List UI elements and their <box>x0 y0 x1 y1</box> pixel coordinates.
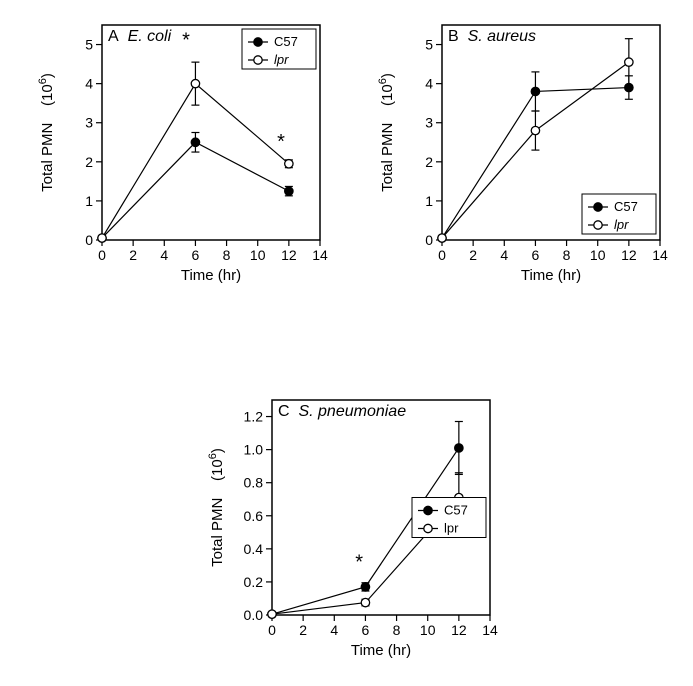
y-tick-label: 2 <box>425 154 433 170</box>
panel-title: B S. aureus <box>448 28 536 45</box>
panel-title: C S. pneumoniae <box>278 403 406 420</box>
data-point <box>98 234 106 242</box>
figure-page: { "figure": { "background_color": "#ffff… <box>0 0 693 686</box>
data-point <box>438 234 446 242</box>
legend-marker <box>254 56 262 64</box>
x-tick-label: 10 <box>590 247 606 263</box>
x-axis-label: Time (hr) <box>521 267 581 284</box>
legend-marker <box>594 203 602 211</box>
x-tick-label: 6 <box>362 622 370 638</box>
y-axis-label: Total PMN (106) <box>37 73 56 192</box>
legend-label: lpr <box>614 217 629 232</box>
y-tick-label: 5 <box>425 37 433 53</box>
y-axis-label: Total PMN (106) <box>377 73 396 192</box>
legend-label: lpr <box>444 521 459 536</box>
x-tick-label: 12 <box>621 247 637 263</box>
panel-B: 02468101214Time (hr)012345Total PMN (106… <box>370 5 670 295</box>
x-tick-label: 0 <box>268 622 276 638</box>
x-tick-label: 8 <box>563 247 571 263</box>
x-tick-label: 6 <box>532 247 540 263</box>
x-tick-label: 10 <box>420 622 436 638</box>
panel-C: 0 2 4 6 8 10 12 14 Time (hr) 0.0 0.2 0.4 0.6 0.8 1.0 1.… <box>200 380 500 670</box>
y-tick-label: 0 <box>425 232 433 248</box>
legend-marker <box>424 524 432 532</box>
legend-marker <box>424 506 432 514</box>
x-tick-label: 6 <box>192 247 200 263</box>
data-point <box>285 160 293 168</box>
x-tick-label: 8 <box>223 247 231 263</box>
x-tick-label: 12 <box>281 247 297 263</box>
x-tick-label: 0 <box>438 247 446 263</box>
data-point <box>361 598 369 606</box>
series-line-C57 <box>102 142 289 238</box>
x-tick-label: 4 <box>500 247 508 263</box>
y-tick-label: 5 <box>85 37 93 53</box>
y-tick-label: 2 <box>85 154 93 170</box>
x-tick-label: 14 <box>482 622 498 638</box>
x-axis-label: Time (hr) <box>351 642 411 659</box>
y-tick-label: 0.0 <box>244 607 264 623</box>
data-point <box>191 79 199 87</box>
y-tick-label: 0 <box>85 232 93 248</box>
data-point <box>191 138 199 146</box>
data-point <box>268 610 276 618</box>
series-line-lpr <box>102 84 289 238</box>
legend-marker <box>254 38 262 46</box>
data-point <box>531 126 539 134</box>
x-tick-label: 0 <box>98 247 106 263</box>
x-tick-label: 14 <box>652 247 668 263</box>
data-point <box>285 187 293 195</box>
chart-svg: 02468101214Time (hr)012345Total PMN (106… <box>30 5 330 295</box>
data-point <box>531 87 539 95</box>
x-axis-label: Time (hr) <box>181 267 241 284</box>
x-tick-label: 4 <box>160 247 168 263</box>
data-point <box>455 444 463 452</box>
data-point <box>625 58 633 66</box>
significance-star: * <box>277 131 285 153</box>
y-tick-label: 1 <box>85 193 93 209</box>
y-axis-label: Total PMN (106) <box>207 448 226 567</box>
y-tick-label: 0.4 <box>244 541 264 557</box>
legend-marker <box>594 221 602 229</box>
y-tick-label: 4 <box>85 76 93 92</box>
x-tick-label: 2 <box>469 247 477 263</box>
chart-svg: 02468101214Time (hr)012345Total PMN (106… <box>370 5 670 295</box>
legend-label: C57 <box>614 199 638 214</box>
y-tick-label: 4 <box>425 76 433 92</box>
x-tick-label: 12 <box>451 622 467 638</box>
legend-label: lpr <box>274 52 289 67</box>
y-tick-label: 3 <box>85 115 93 131</box>
x-tick-label: 8 <box>393 622 401 638</box>
legend-label: C57 <box>274 34 298 49</box>
y-tick-label: 1.2 <box>244 409 264 425</box>
x-tick-label: 10 <box>250 247 266 263</box>
legend-label: C57 <box>444 503 468 518</box>
y-tick-label: 0.2 <box>244 574 264 590</box>
panel-A: 02468101214Time (hr)012345Total PMN (106… <box>30 5 330 295</box>
x-tick-label: 4 <box>330 622 338 638</box>
y-tick-label: 1.0 <box>244 442 264 458</box>
y-tick-label: 0.6 <box>244 508 264 524</box>
data-point <box>361 583 369 591</box>
x-tick-label: 14 <box>312 247 328 263</box>
y-tick-label: 1 <box>425 193 433 209</box>
panel-title: A E. coli <box>108 28 172 45</box>
significance-star: * <box>182 30 190 52</box>
y-tick-label: 3 <box>425 115 433 131</box>
significance-star: * <box>355 552 363 574</box>
x-tick-label: 2 <box>299 622 307 638</box>
x-tick-label: 2 <box>129 247 137 263</box>
y-tick-label: 0.8 <box>244 475 264 491</box>
chart-svg: 0 2 4 6 8 10 12 14 Time (hr) 0.0 0.2 0.4 0.6 0.8 1.0 1.… <box>200 380 500 670</box>
